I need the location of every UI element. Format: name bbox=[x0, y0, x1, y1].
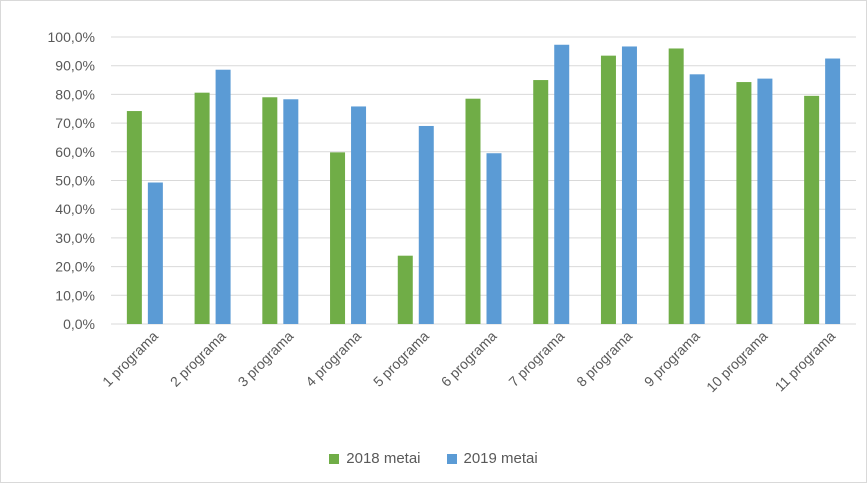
bar-2019-metai-10 bbox=[757, 78, 773, 325]
x-axis-tick-labels: 1 programa 2 programa 3 programa 4 programa… bbox=[99, 328, 838, 396]
bar-2019-metai-6 bbox=[486, 153, 502, 324]
legend-swatch-2019 bbox=[446, 453, 457, 464]
legend-item-2019: 2019 metai bbox=[446, 450, 538, 467]
y-tick-label: 100,0% bbox=[48, 29, 95, 45]
y-tick-label: 40,0% bbox=[55, 201, 95, 217]
x-tick-label: 10 programa bbox=[703, 328, 771, 396]
x-tick-label: 8 programa bbox=[573, 328, 635, 390]
x-tick-label: 5 programa bbox=[370, 328, 432, 390]
bar-2019-metai-2 bbox=[215, 69, 231, 324]
x-tick-label: 7 programa bbox=[505, 328, 567, 390]
y-tick-label: 80,0% bbox=[55, 86, 95, 102]
bar-2018-metai-2 bbox=[194, 92, 210, 324]
bar-2018-metai-8 bbox=[600, 55, 616, 324]
bar-2018-metai-6 bbox=[465, 98, 481, 324]
bar-2018-metai-11 bbox=[804, 95, 820, 325]
bar-2019-metai-11 bbox=[825, 58, 841, 325]
bar-2019-metai-3 bbox=[283, 99, 299, 325]
y-tick-label: 50,0% bbox=[55, 173, 95, 189]
bar-2019-metai-8 bbox=[621, 46, 637, 324]
x-tick-label: 6 programa bbox=[438, 328, 500, 390]
x-tick-label: 1 programa bbox=[99, 328, 161, 390]
bar-2019-metai-7 bbox=[554, 44, 570, 325]
y-tick-label: 10,0% bbox=[55, 287, 95, 303]
x-tick-label: 9 programa bbox=[641, 328, 703, 390]
y-tick-label: 20,0% bbox=[55, 259, 95, 275]
gridlines bbox=[111, 36, 856, 325]
x-tick-label: 2 programa bbox=[167, 328, 229, 390]
y-tick-label: 0,0% bbox=[63, 316, 95, 332]
bar-2019-metai-9 bbox=[689, 74, 705, 324]
bar-chart: 0,0% 10,0% 20,0% 30,0% 40,0% 50,0% 60,0% 70,0% 8… bbox=[48, 29, 856, 396]
legend-item-2018: 2018 metai bbox=[329, 450, 421, 467]
bar-2018-metai-7 bbox=[533, 80, 549, 324]
bar-2019-metai-4 bbox=[351, 106, 367, 324]
bars bbox=[126, 44, 841, 325]
bar-2018-metai-1 bbox=[126, 111, 142, 325]
bar-2018-metai-4 bbox=[330, 152, 346, 324]
y-tick-label: 60,0% bbox=[55, 144, 95, 160]
x-tick-label: 4 programa bbox=[302, 328, 364, 390]
legend: 2018 metai 2019 metai bbox=[1, 450, 866, 467]
y-tick-label: 70,0% bbox=[55, 115, 95, 131]
bar-2018-metai-3 bbox=[262, 97, 278, 325]
legend-label-2018: 2018 metai bbox=[346, 450, 421, 467]
legend-label-2019: 2019 metai bbox=[463, 450, 538, 467]
bar-2019-metai-5 bbox=[418, 125, 434, 324]
x-tick-label: 3 programa bbox=[235, 328, 297, 390]
bar-2018-metai-10 bbox=[736, 82, 752, 325]
bar-2018-metai-9 bbox=[668, 48, 684, 324]
y-tick-label: 30,0% bbox=[55, 230, 95, 246]
bar-2019-metai-1 bbox=[147, 182, 163, 324]
y-tick-label: 90,0% bbox=[55, 58, 95, 74]
x-tick-label: 11 programa bbox=[772, 328, 839, 395]
legend-swatch-2018 bbox=[329, 453, 340, 464]
bar-2018-metai-5 bbox=[397, 255, 413, 324]
y-axis-tick-labels: 0,0% 10,0% 20,0% 30,0% 40,0% 50,0% 60,0% 70,0% 8… bbox=[48, 29, 95, 332]
